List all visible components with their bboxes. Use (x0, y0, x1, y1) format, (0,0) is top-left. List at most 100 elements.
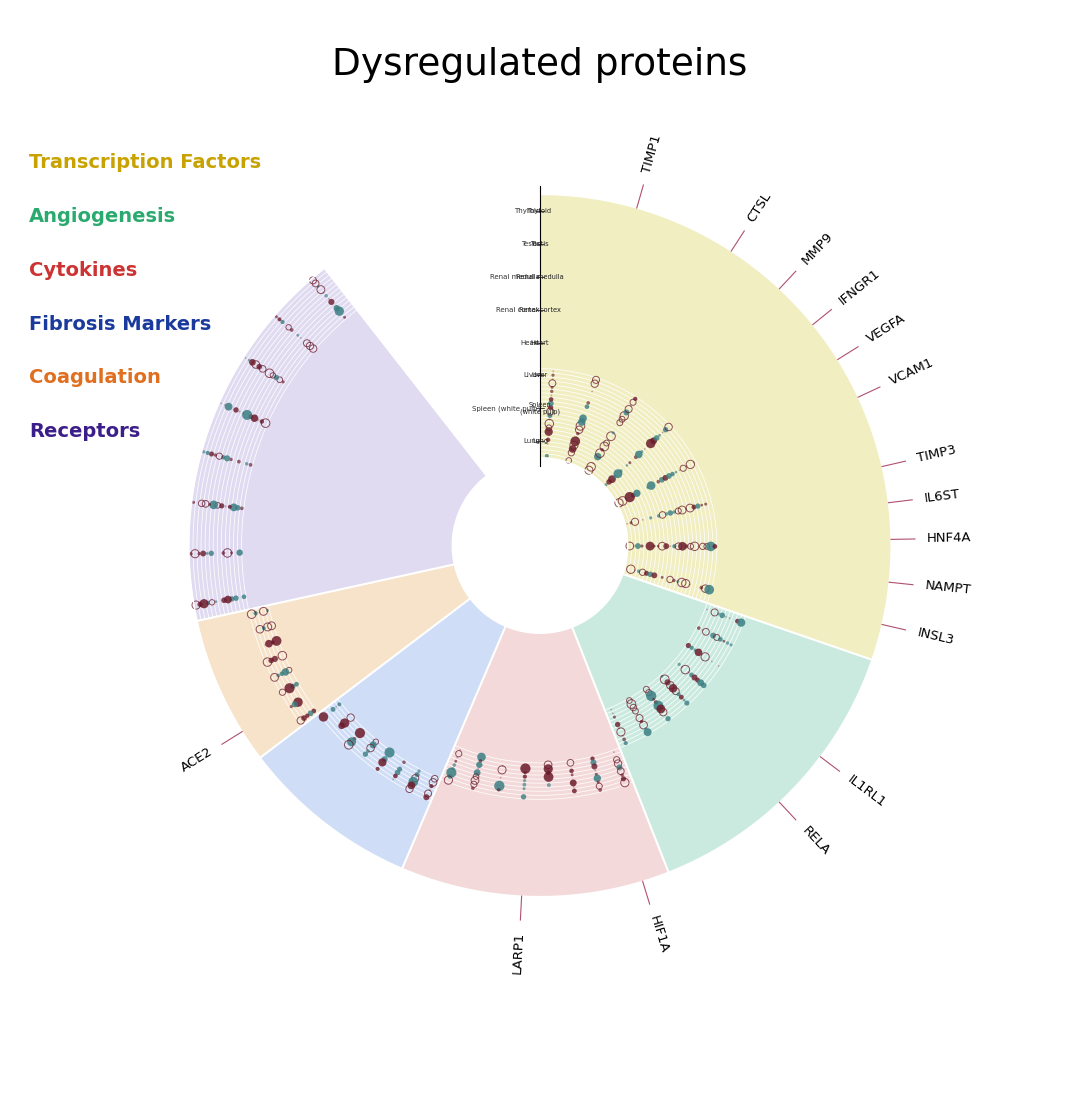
Point (629, 705, 646, 723)
Point (333, 717, 350, 735)
Point (654, 424, 672, 442)
Point (689, 671, 706, 689)
Point (255, 619, 272, 637)
Point (292, 712, 309, 730)
Point (639, 437, 657, 455)
Point (630, 537, 647, 555)
Point (544, 362, 562, 380)
Point (494, 757, 511, 775)
Point (613, 411, 631, 428)
Point (201, 496, 218, 514)
Point (515, 780, 532, 798)
Point (217, 497, 234, 515)
Point (259, 601, 276, 619)
Point (346, 730, 363, 747)
Point (253, 413, 270, 431)
Point (271, 371, 288, 389)
Point (203, 445, 220, 463)
Point (387, 767, 404, 785)
Point (260, 634, 278, 652)
Point (451, 741, 469, 758)
Point (657, 671, 674, 689)
Point (222, 544, 240, 561)
Point (586, 762, 604, 779)
Point (561, 452, 578, 469)
Point (612, 763, 630, 780)
Point (692, 674, 710, 692)
Point (468, 767, 485, 785)
Point (233, 499, 251, 517)
Point (626, 513, 644, 530)
Point (516, 759, 534, 777)
Point (609, 715, 626, 733)
Point (215, 545, 232, 562)
Point (613, 493, 631, 510)
Point (465, 776, 483, 794)
Point (674, 659, 691, 676)
Point (516, 776, 534, 794)
Point (633, 537, 650, 555)
Point (588, 765, 605, 783)
Point (299, 707, 316, 725)
Point (622, 396, 639, 414)
Point (274, 683, 292, 701)
Point (356, 745, 374, 763)
Point (634, 563, 651, 581)
Point (265, 633, 282, 651)
Point (235, 588, 253, 606)
Point (231, 403, 248, 421)
Point (542, 391, 559, 408)
Point (219, 544, 237, 561)
Point (562, 754, 579, 772)
Point (203, 593, 220, 611)
Point (376, 751, 393, 768)
Point (360, 742, 377, 759)
Point (543, 386, 561, 404)
Point (318, 287, 335, 304)
Point (670, 572, 687, 590)
Point (444, 759, 461, 777)
Point (395, 754, 413, 772)
Point (351, 724, 368, 742)
Point (616, 731, 633, 748)
Point (330, 695, 348, 713)
Text: Fibrosis Markers: Fibrosis Markers (29, 314, 212, 333)
Point (686, 498, 703, 516)
Point (336, 309, 353, 327)
Point (606, 708, 623, 726)
Point (259, 618, 276, 635)
Point (389, 764, 406, 782)
Point (516, 764, 534, 782)
Point (323, 293, 340, 311)
Point (340, 736, 357, 754)
Point (315, 283, 333, 301)
Point (268, 632, 285, 650)
Point (539, 431, 556, 448)
Point (686, 669, 703, 686)
Point (365, 736, 382, 754)
Text: Cytokines: Cytokines (29, 261, 137, 280)
Point (637, 681, 654, 699)
Text: Renal cortex: Renal cortex (497, 307, 540, 312)
Point (238, 455, 255, 473)
Point (543, 374, 561, 392)
Point (591, 777, 608, 795)
Text: Renal medulla: Renal medulla (516, 273, 564, 280)
Point (631, 710, 648, 727)
Point (220, 397, 238, 415)
Point (621, 537, 638, 555)
Polygon shape (197, 565, 470, 757)
Point (469, 764, 486, 782)
Point (681, 456, 699, 474)
Point (674, 537, 691, 555)
Point (539, 435, 556, 453)
Point (659, 673, 676, 691)
Point (600, 473, 618, 490)
Point (683, 666, 700, 684)
Point (671, 655, 688, 673)
Point (443, 764, 460, 782)
Point (670, 537, 687, 555)
Text: IL1RL1: IL1RL1 (846, 773, 889, 810)
Point (490, 780, 508, 798)
Polygon shape (540, 195, 891, 660)
